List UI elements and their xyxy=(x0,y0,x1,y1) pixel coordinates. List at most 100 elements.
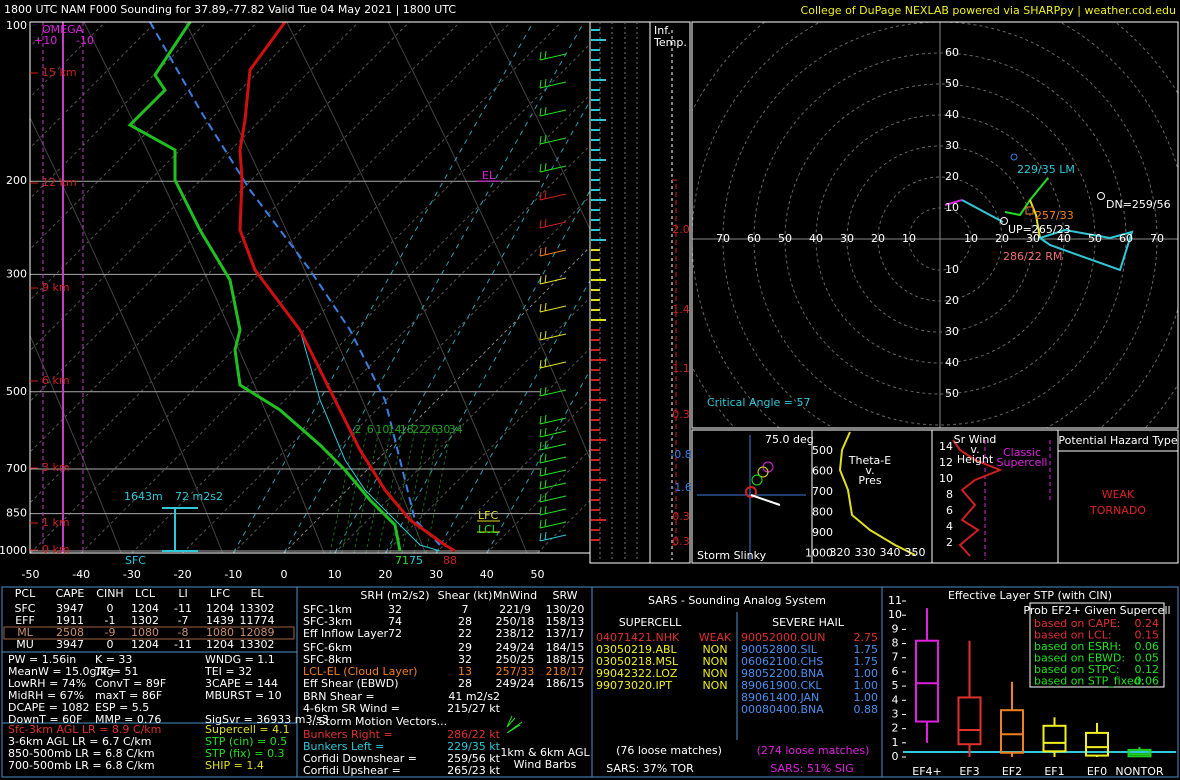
sr-height-label: 12 xyxy=(939,456,953,469)
temp-label: 10 xyxy=(328,568,342,581)
kin-cell: 29 xyxy=(458,641,472,654)
hodo-ring xyxy=(815,114,1065,364)
sr-wind-title: Sr Wind xyxy=(954,433,997,446)
omega-scale xyxy=(42,22,84,553)
parcel-cell: 2508 xyxy=(56,626,84,639)
kin-cell: 13 xyxy=(458,665,472,678)
pressure-label: 300 xyxy=(6,267,27,280)
stp-tick-label: 0 xyxy=(892,750,899,763)
wind-barb xyxy=(539,358,567,369)
dry-adiabat xyxy=(30,334,122,553)
sars-match-value: 1.75 xyxy=(854,643,879,656)
temp-label: -30 xyxy=(123,568,141,581)
index: SigSvr = 36933 m3/s3 xyxy=(205,713,329,726)
prob-value: 0.05 xyxy=(1135,652,1160,665)
dry-adiabat xyxy=(30,116,224,553)
prob-label: based on STPC: xyxy=(1034,663,1120,676)
parcel-cell: 1204 xyxy=(131,638,159,651)
sars-match: 99073020.IPT xyxy=(596,679,672,692)
ring-label: 50 xyxy=(778,232,792,245)
kin-cell: 41 m2/s2 xyxy=(448,690,500,703)
kin-header: SRW xyxy=(552,589,577,602)
lm-marker xyxy=(1010,153,1018,161)
parcel-header: EL xyxy=(250,587,264,600)
wind-barb xyxy=(539,386,567,397)
height-label: 0 km xyxy=(42,543,70,556)
supercell-range xyxy=(984,440,1051,560)
hodograph-plot xyxy=(692,22,1178,428)
lapse-rate: 850-500mb LR = 6.8 C/km xyxy=(8,747,155,760)
parcel-cell: 1204 xyxy=(206,638,234,651)
inferred-value: 2.0 xyxy=(672,223,690,236)
sars-match-value: NON xyxy=(702,643,727,656)
storm-motion-value: 265/23 kt xyxy=(447,764,501,777)
ring-label: 30 xyxy=(945,325,959,338)
title: 1800 UTC NAM F000 Sounding for 37.89,-77… xyxy=(4,3,456,16)
parcel-cell: -7 xyxy=(178,614,189,627)
stp-category: EF4+ xyxy=(912,765,942,778)
storm-motion-value: 229/35 kt xyxy=(447,740,501,753)
parcel-header: CAPE xyxy=(56,587,85,600)
theta-e-title: Theta-E xyxy=(848,454,891,467)
ring-label: 10 xyxy=(964,232,978,245)
index: MBURST = 10 xyxy=(205,689,282,702)
theta-e-pressure: 700 xyxy=(812,485,833,498)
box xyxy=(1042,724,1067,753)
pressure-label: 500 xyxy=(6,385,27,398)
wind-barb xyxy=(539,50,567,61)
temp-label: -40 xyxy=(72,568,90,581)
prob-box xyxy=(1029,602,1165,688)
kin-cell: 22 xyxy=(458,627,472,640)
moist-adiabat xyxy=(384,189,590,553)
dewpoint-trace xyxy=(127,22,402,552)
sars-match-value: NON xyxy=(702,655,727,668)
mixing-ratio-label: 26 xyxy=(424,423,438,436)
theta-e-label: 320 xyxy=(830,546,851,559)
inferred-value: 1.1 xyxy=(672,362,690,375)
parcel-header: CINH xyxy=(96,587,123,600)
moist-adiabat xyxy=(435,279,590,553)
stp-tick-label: 2 xyxy=(892,722,899,735)
sars-match-value: 1.75 xyxy=(854,655,879,668)
ring-label: 50 xyxy=(1088,232,1102,245)
parcel-cell: -11 xyxy=(174,602,192,615)
parcel-cell: 3947 xyxy=(56,638,84,651)
kin-cell: 137/17 xyxy=(546,627,585,640)
height-label: 12 km xyxy=(42,176,77,189)
composite: Supercell = 4.1 xyxy=(205,723,290,736)
box xyxy=(957,696,982,746)
ring-label: 20 xyxy=(995,232,1009,245)
inferred-value: 0.3 xyxy=(672,510,690,523)
theta-e-title: v. xyxy=(865,464,874,477)
temp-label: 40 xyxy=(480,568,494,581)
wind-barb xyxy=(539,246,567,257)
sars-match: 03050219.ABL xyxy=(596,643,678,656)
parcel-cell: -8 xyxy=(178,626,189,639)
bottom-frames xyxy=(1,586,1179,778)
sars-match: 04071421.NHK xyxy=(596,631,680,644)
surface-temp: 88 xyxy=(443,554,457,567)
parcel-cell: 11774 xyxy=(240,614,275,627)
hodo-3-6km xyxy=(1004,177,1049,217)
sars-hail-title: SEVERE HAIL xyxy=(772,616,845,629)
wind-barb xyxy=(539,492,567,503)
mixing-ratio-label: 14 xyxy=(388,423,402,436)
stp-tick-label: 11 xyxy=(888,594,902,607)
hodograph-trace xyxy=(944,153,1134,272)
prob-label: based on LCL: xyxy=(1034,629,1112,642)
ring-label: 60 xyxy=(945,46,959,59)
ml-highlight xyxy=(3,626,295,640)
lfc-label: LFC xyxy=(478,509,498,522)
composite: SHIP = 1.4 xyxy=(205,759,264,772)
kin-label: 4-6km SR Wind = xyxy=(303,702,400,715)
theta-e-pressure: 900 xyxy=(812,526,833,539)
mean-marker xyxy=(1025,206,1034,215)
omega-scale: -10 xyxy=(76,34,94,47)
dry-adiabat xyxy=(184,22,426,553)
box xyxy=(1000,709,1024,754)
moist-adiabat xyxy=(232,22,534,553)
wind-barb xyxy=(539,427,567,438)
kin-label: LCL-EL (Cloud Layer) xyxy=(303,665,417,678)
kin-label: SFC-3km xyxy=(303,615,352,628)
